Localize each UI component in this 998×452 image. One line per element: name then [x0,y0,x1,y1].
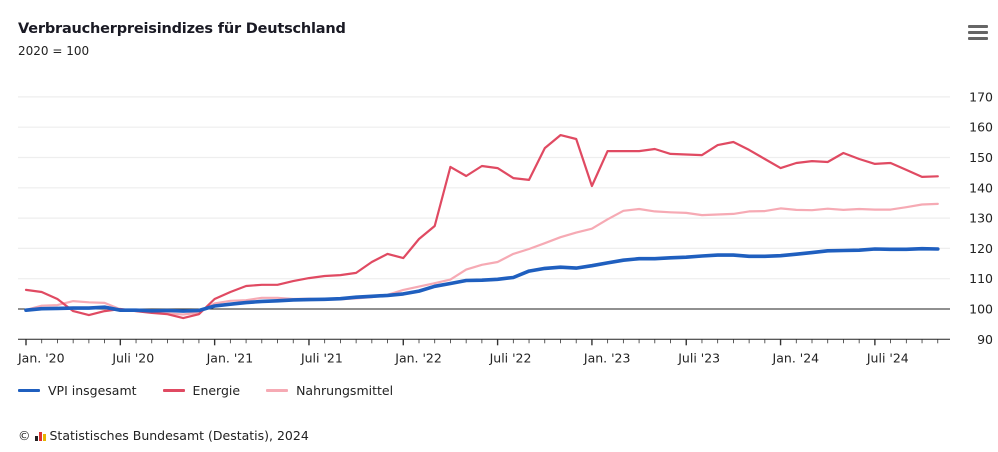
legend-label-energie: Energie [192,383,241,398]
legend-item-nahrungsmittel[interactable]: Nahrungsmittel [266,383,393,398]
y-tick-label: 140 [969,180,993,195]
source-credit: © Statistisches Bundesamt (Destatis), 20… [18,428,309,443]
x-tick-label: Jan. '22 [394,350,442,365]
legend: VPI insgesamt Energie Nahrungsmittel [18,383,393,398]
legend-label-nahrungsmittel: Nahrungsmittel [296,383,394,398]
series-line-vpi-insgesamt [24,246,940,313]
destatis-logo-icon [34,431,46,441]
series-line-energie [24,134,939,320]
x-tick-label: Jan. '24 [772,350,820,365]
series-lines [24,134,940,320]
x-tick-label: Juli '23 [677,350,720,365]
chart-title: Verbraucherpreisindizes für Deutschland [18,21,346,37]
legend-label-vpi: VPI insgesamt [48,383,137,398]
legend-item-vpi[interactable]: VPI insgesamt [18,383,137,398]
grid-lines [18,96,950,310]
y-tick-label: 110 [969,271,993,286]
x-axis: Jan. '20 Juli '20 Jan. '21 Juli '21 Jan. '22… [17,338,950,365]
y-tick-label: 130 [969,211,993,226]
x-tick-label: Jan. '21 [206,350,254,365]
series-line-nahrungsmittel [24,202,939,316]
x-tick-label: Jan. '20 [17,350,65,365]
x-tick-label: Juli '22 [489,350,532,365]
x-tick-label: Juli '24 [866,350,909,365]
legend-item-energie[interactable]: Energie [162,383,241,398]
x-tick-label: Jan. '23 [583,350,631,365]
x-tick-label: Juli '20 [111,350,154,365]
y-tick-label: 170 [969,89,993,104]
y-tick-label: 90 [977,332,993,347]
legend-swatch-nahrungsmittel [266,389,289,392]
chart-subtitle: 2020 = 100 [18,44,90,58]
line-chart: 90 100 110 120 130 140 150 160 170 Jan. '20 Juli … [17,89,993,365]
y-tick-label: 160 [969,120,993,135]
y-tick-label: 150 [969,150,993,165]
x-tick-label: Juli '21 [300,350,343,365]
copyright-symbol: © [18,428,31,443]
legend-swatch-vpi [18,389,40,392]
credit-text: Statistisches Bundesamt (Destatis), 2024 [49,428,309,443]
y-tick-label: 120 [969,241,993,256]
y-axis-labels: 90 100 110 120 130 140 150 160 170 [969,89,993,346]
y-tick-label: 100 [969,302,993,317]
hamburger-menu-icon[interactable] [968,25,988,41]
legend-swatch-energie [162,389,185,392]
